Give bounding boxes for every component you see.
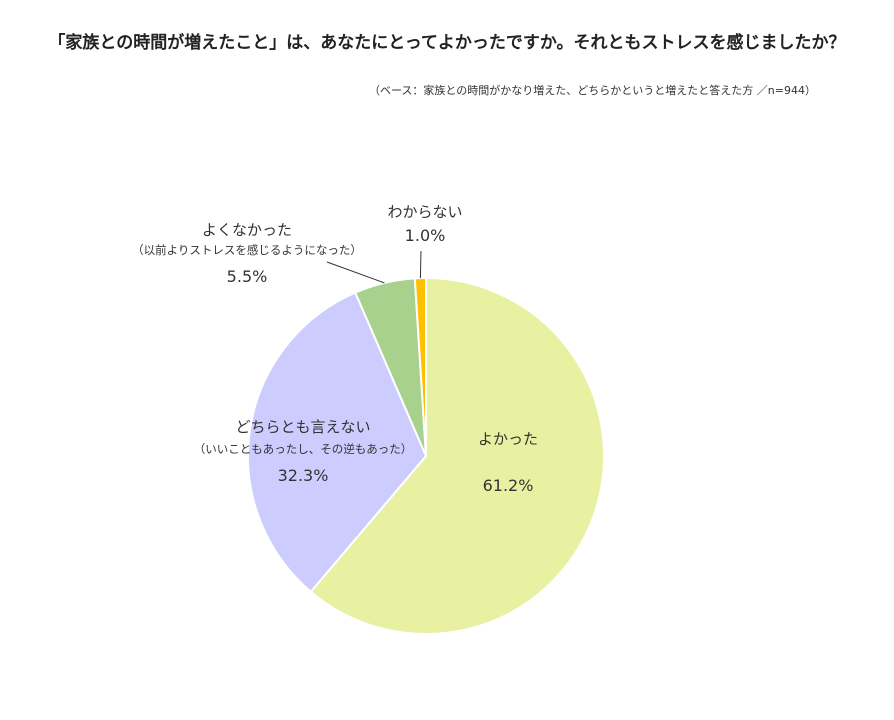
leader-lines — [326, 250, 422, 284]
slice-label-yokunakatta: よくなかった — [202, 221, 292, 239]
slice-note-dochiratomo: （いいこともあったし、その逆もあった） — [194, 442, 413, 456]
slice-value-yokatta: 61.2% — [483, 476, 534, 495]
slice-label-yokatta: よかった — [478, 430, 538, 448]
chart-subtitle: （ベース：家族との時間がかなり増えた、どちらかというと増えたと答えた方 ／n=9… — [368, 84, 816, 97]
leader-line-wakaranai — [419, 250, 422, 279]
slice-value-wakaranai: 1.0% — [405, 226, 446, 245]
pie-slices — [247, 276, 605, 635]
slice-note-yokunakatta: （以前よりストレスを感じるようになった） — [132, 243, 362, 257]
slice-label-dochiratomo: どちらとも言えない — [235, 418, 370, 436]
slice-value-yokunakatta: 5.5% — [227, 267, 268, 286]
leader-line-yokunakatta — [326, 261, 385, 284]
slice-label-wakaranai: わからない — [387, 203, 462, 221]
slice-value-dochiratomo: 32.3% — [278, 466, 329, 485]
pie-slice-yokatta — [309, 276, 605, 635]
chart-title: 「家族との時間が増えたこと」は、あなたにとってよかったですか。それともストレスを… — [48, 33, 846, 53]
pie-slice-dochiratomo — [247, 291, 428, 594]
